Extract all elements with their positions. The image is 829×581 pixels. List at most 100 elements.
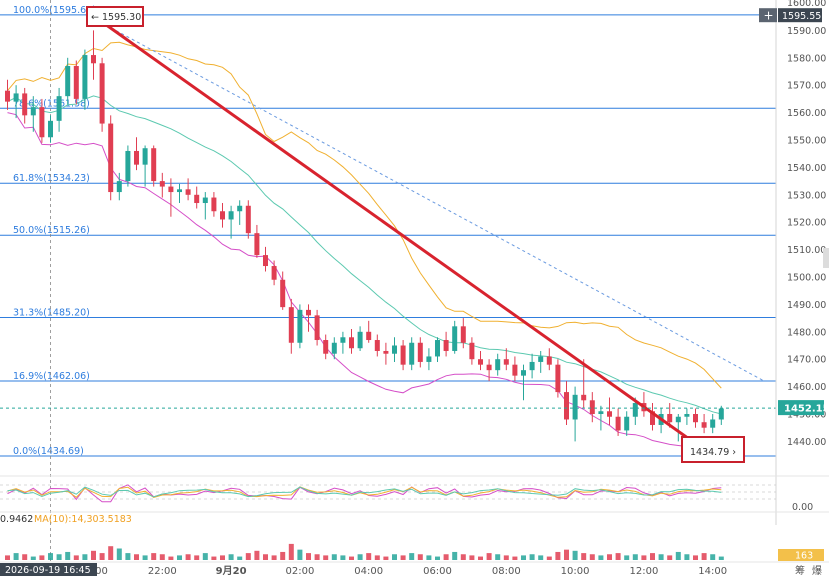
volume-bar-59 [512,556,518,560]
volume-bar-3 [30,556,36,560]
volume-bar-8 [73,555,79,560]
top-price-label: 1595.55 [782,11,821,22]
candle-body-48 [417,342,423,362]
volume-bar-45 [392,554,397,560]
candle-body-12 [108,123,114,193]
candle-body-77 [667,414,673,423]
candle-body-29 [254,233,260,256]
candle-18 [159,172,165,198]
fib-label-0: 100.0%(1595.68) [13,5,96,16]
candle-15 [134,137,139,171]
candle-body-56 [486,364,492,371]
volume-bar-31 [271,555,277,560]
candle-body-22 [194,194,200,204]
volume-bar-67 [581,553,587,560]
volume-bar-1 [13,553,19,560]
volume-bar-73 [632,554,638,560]
cursor-time-tag [0,563,97,576]
volume-bar-36 [314,554,320,560]
candle-body-35 [306,309,311,316]
corner-label-1: 爆 [812,565,822,577]
volume-bar-15 [134,554,139,560]
candle-body-72 [624,416,630,431]
candle-body-50 [435,340,440,357]
candle-5 [48,115,53,143]
candle-body-14 [125,150,131,182]
y-tick-15: 1590.00 [787,26,826,37]
candle-body-43 [374,340,380,351]
candle-70 [607,397,612,425]
volume-bar-13 [116,548,122,560]
volume-bar-32 [280,551,286,560]
ma-upper-band [7,41,722,389]
volume-bar-9 [82,554,88,560]
candle-68 [589,392,595,423]
indicator-panel: 0.00 [0,475,829,513]
low-annotation-box [681,436,745,463]
candle-61 [529,353,535,379]
candle-39 [340,331,346,354]
fib-label-6: 0.0%(1434.69) [13,446,84,457]
x-tick-2: 9月20 [216,565,247,577]
candle-46 [400,340,406,371]
candle-body-66 [572,394,578,420]
candle-body-2 [22,93,28,116]
candle-body-27 [237,205,243,212]
plus-button-bg [759,8,777,23]
candle-body-40 [349,337,354,349]
volume-bar-5 [48,553,53,560]
y-axis: 1440.001450.001460.001470.001480.001490.… [759,0,829,525]
candle-13 [116,172,122,201]
volume-bar-24 [211,556,217,560]
candle-54 [469,337,475,365]
volume-bar-61 [529,554,535,560]
volume-bar-58 [503,555,509,560]
candle-58 [503,348,509,371]
volume-bar-22 [194,555,200,560]
volume-bar-43 [374,555,380,560]
volume-bar-11 [99,553,105,560]
candle-body-57 [495,359,501,371]
moving-averages [7,41,722,449]
candle-12 [108,115,114,201]
volume-bar-74 [641,555,647,560]
x-tick-6: 08:00 [492,566,521,577]
x-tick-3: 02:00 [285,566,314,577]
candle-body-61 [529,361,535,371]
volume-bar-14 [125,553,131,560]
candle-65 [564,381,569,425]
volume-bar-34 [297,549,303,560]
candle-20 [177,183,182,204]
candle-body-31 [271,266,277,280]
side-handle [823,248,829,268]
candle-28 [245,200,251,239]
candle-41 [357,326,363,351]
candle-body-0 [5,90,10,102]
candle-6 [56,87,62,132]
volume-bar-81 [701,553,707,560]
candle-66 [572,386,578,442]
x-tick-4: 04:00 [354,566,383,577]
candle-26 [228,205,234,239]
volume-bar-37 [323,555,329,560]
x-tick-9: 14:00 [698,566,727,577]
y-tick-10: 1540.00 [787,163,826,174]
candle-36 [314,309,320,346]
y-tick-16: 1600.00 [787,0,826,9]
candle-body-4 [39,107,45,138]
candle-body-49 [426,356,432,362]
candle-body-79 [684,414,690,417]
candle-49 [426,348,432,371]
y-tick-9: 1530.00 [787,190,826,201]
candle-body-69 [598,411,604,414]
candle-60 [521,364,526,401]
candle-42 [366,320,372,343]
candle-8 [73,60,79,105]
candle-body-63 [546,356,552,365]
current-price-label: 1452.15 [784,404,829,415]
candle-body-36 [314,315,320,341]
volume-bar-33 [288,543,294,560]
candle-body-34 [297,309,303,343]
candle-57 [495,353,501,376]
